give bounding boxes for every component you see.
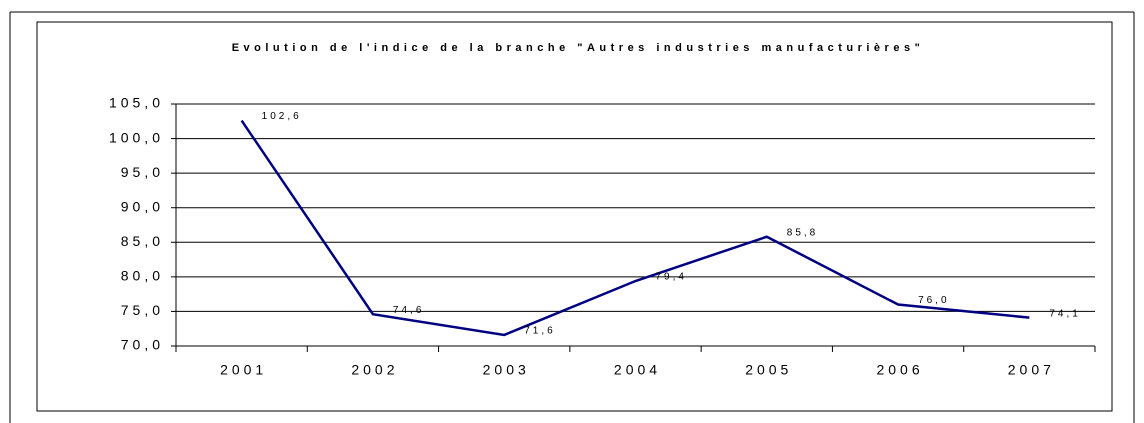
y-tick-label: 75,0: [121, 302, 164, 318]
data-label: 102,6: [262, 111, 302, 122]
x-tick-label: 2004: [614, 362, 661, 378]
x-tick-label: 2001: [220, 362, 267, 378]
x-tick-label: 2003: [483, 362, 530, 378]
data-label: 71,6: [524, 326, 555, 337]
x-tick-label: 2007: [1008, 362, 1055, 378]
x-tick-label: 2002: [351, 362, 398, 378]
data-label: 79,4: [656, 272, 687, 283]
y-tick-label: 85,0: [121, 233, 164, 249]
data-label: 85,8: [787, 227, 818, 238]
data-label: 74,1: [1049, 308, 1080, 319]
y-tick-label: 90,0: [121, 198, 164, 214]
data-label: 74,6: [393, 305, 424, 316]
x-tick-label: 2005: [745, 362, 792, 378]
y-tick-label: 95,0: [121, 164, 164, 180]
y-tick-label: 105,0: [109, 95, 164, 111]
chart-frame: [36, 21, 1113, 412]
y-tick-label: 70,0: [121, 337, 164, 353]
data-label: 76,0: [918, 295, 949, 306]
y-tick-label: 100,0: [109, 129, 164, 145]
y-tick-label: 80,0: [121, 268, 164, 284]
x-tick-label: 2006: [876, 362, 923, 378]
line: [240, 119, 1030, 337]
chart-title: Evolution de l'indice de la branche "Aut…: [231, 42, 925, 54]
